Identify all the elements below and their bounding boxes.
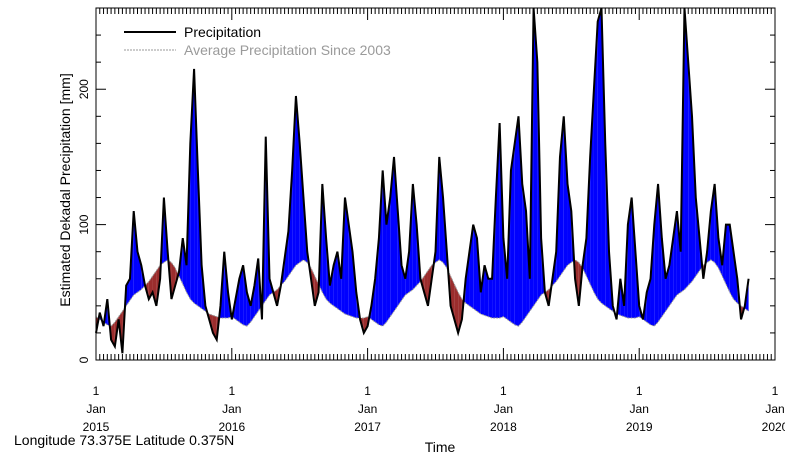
y-tick-label: 200 (77, 79, 91, 99)
fill-above-average (133, 211, 138, 296)
fill-above-average (510, 143, 515, 325)
x-tick-label-year: 2019 (626, 420, 653, 434)
fill-above-average (725, 224, 730, 293)
axis-ticks (95, 7, 776, 361)
fill-above-average (299, 143, 304, 263)
fill-above-average (631, 197, 636, 319)
fill-above-average (386, 197, 391, 323)
fill-above-average (669, 238, 674, 306)
fill-above-average (684, 8, 689, 290)
fill-above-average (658, 184, 662, 323)
fill-above-average (243, 265, 247, 327)
x-tick-label-month: Jan (630, 402, 649, 416)
fill-above-average (522, 184, 527, 323)
fill-below-average (424, 270, 428, 306)
fill-above-average (254, 258, 259, 317)
x-axis-tick-labels: 1 Jan 2015 1 Jan 2016 1 Jan 2017 1 Jan 2018 1 Jan 2019… (83, 384, 785, 434)
fill-below-average (152, 270, 157, 306)
fill-above-average (292, 96, 296, 271)
y-tick-label: 0 (77, 356, 91, 363)
x-tick-label-year: 2015 (83, 420, 110, 434)
fill-above-average (473, 224, 477, 312)
fill-above-average (333, 251, 338, 309)
series-line-average (95, 259, 749, 327)
fill-above-average (514, 116, 519, 327)
fill-above-average (194, 68, 198, 306)
fill-above-average (676, 211, 681, 296)
fill-above-average (597, 8, 602, 304)
legend: Precipitation Average Precipitation Sinc… (124, 24, 391, 58)
fill-above-average (239, 265, 244, 325)
fill-above-average (412, 184, 417, 290)
fill-above-average (382, 170, 387, 327)
y-axis-label: Estimated Dekadal Precipitation [mm] (57, 73, 73, 306)
fill-above-average (394, 156, 398, 312)
fill-below-average (171, 262, 176, 300)
x-tick-label-month: Jan (765, 402, 784, 416)
x-tick-label-month: Jan (358, 402, 377, 416)
x-tick-label-month: Jan (494, 402, 513, 416)
x-tick-label-day: 1 (772, 384, 779, 398)
x-tick-label-year: 2018 (490, 420, 517, 434)
fill-above-average (375, 238, 379, 325)
x-tick-label-month: Jan (222, 402, 241, 416)
fill-above-average (137, 251, 142, 293)
x-tick-label-day: 1 (500, 384, 507, 398)
fill-above-average (729, 224, 734, 300)
fill-above-average (601, 8, 606, 306)
fill-below-average (458, 292, 462, 333)
fill-above-average (567, 184, 572, 266)
fill-above-average (378, 170, 383, 327)
x-tick-label-year: 2020 (762, 420, 785, 434)
fill-above-average (401, 265, 406, 301)
x-tick-label-day: 1 (636, 384, 643, 398)
x-tick-label-month: Jan (86, 402, 105, 416)
legend-label-precipitation: Precipitation (184, 24, 261, 40)
fill-above-average (563, 116, 568, 271)
fill-above-average (235, 278, 240, 323)
legend-label-average: Average Precipitation Since 2003 (184, 42, 391, 58)
deviation-fills (96, 8, 749, 354)
fill-below-average (314, 276, 319, 306)
x-axis-label: Time (425, 439, 456, 454)
y-axis-tick-labels: 0 100 200 (77, 79, 91, 363)
fill-above-average (688, 62, 693, 286)
y-tick-label: 100 (77, 214, 91, 234)
fill-above-average (337, 251, 342, 312)
series-line-precipitation (95, 7, 750, 354)
x-tick-label-day: 1 (228, 384, 235, 398)
x-tick-label-day: 1 (93, 384, 100, 398)
fill-above-average (593, 21, 598, 300)
fill-above-average (322, 184, 327, 300)
x-tick-label-day: 1 (364, 384, 371, 398)
fill-above-average (246, 292, 251, 327)
fill-above-average (495, 123, 500, 319)
x-tick-label-year: 2017 (354, 420, 381, 434)
fill-above-average (488, 278, 493, 319)
fill-above-average (344, 197, 349, 316)
location-caption: Longitude 73.375E Latitude 0.375N (14, 432, 234, 448)
fill-below-average (363, 316, 368, 333)
fill-above-average (710, 184, 715, 263)
x-tick-label-year: 2016 (218, 420, 245, 434)
fill-above-average (439, 156, 444, 263)
fill-above-average (533, 8, 538, 306)
fill-above-average (627, 197, 632, 319)
